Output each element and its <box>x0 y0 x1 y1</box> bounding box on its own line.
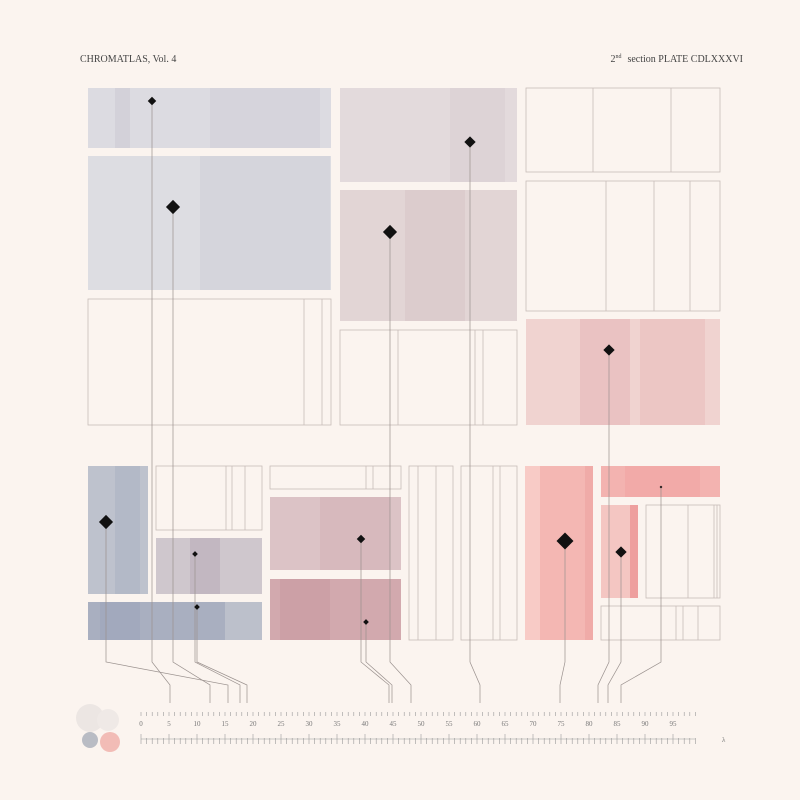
leader-line <box>597 350 610 703</box>
block-stripe <box>320 497 390 570</box>
ruler-label: 40 <box>362 720 370 728</box>
leader-line <box>469 142 481 703</box>
block <box>645 504 721 599</box>
leader-line <box>620 487 662 703</box>
header-number: 2 <box>610 54 615 65</box>
block-stripe <box>580 319 630 425</box>
ruler-label: 90 <box>642 720 650 728</box>
block-stripe <box>225 602 262 640</box>
block-stripe <box>405 190 465 321</box>
block <box>525 87 721 173</box>
leader-line <box>607 552 622 703</box>
block <box>339 329 518 426</box>
ruler-label: 60 <box>474 720 482 728</box>
block-stripe <box>100 602 140 640</box>
ruler-label: 95 <box>670 720 678 728</box>
block-stripe <box>625 466 700 497</box>
ruler-label: 55 <box>446 720 454 728</box>
leader-line <box>360 539 390 703</box>
block-stripe <box>525 466 540 640</box>
ruler-label: 70 <box>530 720 538 728</box>
ruler-label: 45 <box>390 720 398 728</box>
ruler-label: 65 <box>502 720 510 728</box>
leader-line <box>196 607 248 703</box>
block <box>155 465 263 531</box>
ruler-label: 85 <box>614 720 622 728</box>
leader-line <box>559 541 566 703</box>
marker <box>363 619 369 625</box>
block-stripe <box>200 156 330 290</box>
ruler-label: 5 <box>167 720 171 728</box>
block-stripe <box>630 505 638 598</box>
ruler: 0 5 10 15 20 25 30 35 40 45 50 55 60 65 70 75 80 85 90 95 <box>139 712 696 744</box>
leader-line <box>151 101 171 703</box>
block-stripe <box>450 88 505 182</box>
marker <box>98 514 114 530</box>
ruler-label: 15 <box>222 720 230 728</box>
ruler-label: 50 <box>418 720 426 728</box>
header-right: 2nd section PLATE CDLXXXVI <box>610 54 743 65</box>
leader-line <box>389 232 412 703</box>
ruler-label: 20 <box>250 720 258 728</box>
ruler-unit: λ <box>722 736 726 744</box>
swatch-gray <box>82 732 98 748</box>
blocks <box>87 87 721 641</box>
marker <box>192 551 198 557</box>
header-left: CHROMATLAS, Vol. 4 <box>80 54 176 65</box>
block <box>408 465 454 641</box>
block <box>460 465 518 641</box>
leaders <box>98 96 663 703</box>
block <box>269 465 402 490</box>
ruler-label: 25 <box>278 720 286 728</box>
leader-line <box>194 554 241 703</box>
marker <box>615 546 627 558</box>
header-rest: section PLATE CDLXXXVI <box>627 54 743 65</box>
leader-line <box>105 522 229 703</box>
marker <box>194 604 200 610</box>
swatch-blob <box>76 704 104 732</box>
block-stripe <box>115 466 140 594</box>
swatch-blob <box>97 709 119 731</box>
ruler-label: 75 <box>558 720 566 728</box>
block-stripe <box>190 538 220 594</box>
ruler-label: 80 <box>586 720 594 728</box>
ruler-label: 30 <box>306 720 314 728</box>
block-stripe <box>640 319 705 425</box>
marker <box>147 96 157 106</box>
ruler-label: 10 <box>194 720 202 728</box>
marker <box>659 485 663 489</box>
marker <box>603 344 615 356</box>
block-stripe <box>210 88 320 148</box>
block <box>525 180 721 312</box>
marker <box>165 199 181 215</box>
block-stripe <box>115 88 130 148</box>
header-sup: nd <box>615 54 621 60</box>
block-stripe <box>585 466 593 640</box>
ruler-label: 35 <box>334 720 342 728</box>
block-stripe <box>280 579 330 640</box>
block <box>87 298 332 426</box>
block <box>600 605 721 641</box>
leader-line <box>172 207 211 703</box>
swatch-pink <box>100 732 120 752</box>
marker <box>464 136 476 148</box>
marker <box>556 532 574 550</box>
marker <box>356 534 366 544</box>
leader-line <box>365 622 393 703</box>
ruler-label: 0 <box>139 720 143 728</box>
marker <box>382 224 398 240</box>
